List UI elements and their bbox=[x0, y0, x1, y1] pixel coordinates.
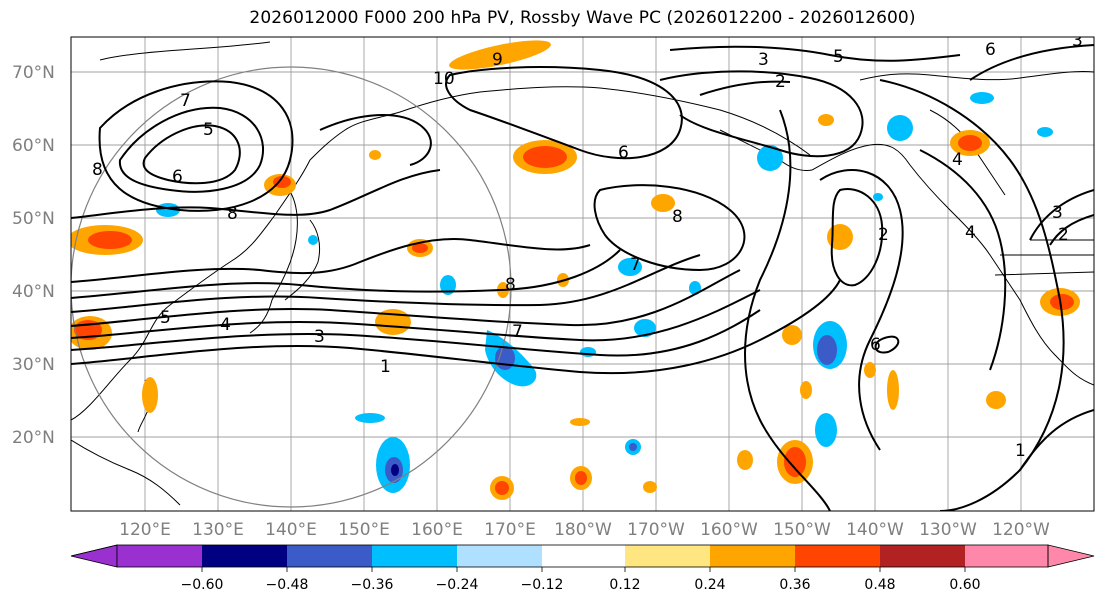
lon-label: 170°E bbox=[484, 520, 536, 540]
contour-labels: 8 7 5 6 8 5 4 3 1 7 8 6 5 3 2 3 4 2 4 6 … bbox=[92, 31, 1083, 461]
longitude-labels: 120°E 130°E 140°E 150°E 160°E 170°E 180°… bbox=[119, 520, 1050, 540]
colorbar-tick: −0.36 bbox=[351, 577, 394, 593]
pv-contours bbox=[71, 44, 1094, 511]
svg-text:9: 9 bbox=[492, 50, 503, 70]
svg-text:3: 3 bbox=[758, 50, 769, 70]
svg-text:1: 1 bbox=[380, 357, 391, 377]
svg-text:6: 6 bbox=[618, 143, 629, 163]
pv-positive-anomalies bbox=[71, 40, 1080, 500]
lon-label: 120°W bbox=[992, 520, 1050, 540]
colorbar-tick: 0.60 bbox=[949, 577, 980, 593]
svg-text:6: 6 bbox=[985, 40, 996, 60]
colorbar-tick: 0.24 bbox=[694, 577, 725, 593]
lat-label: 70°N bbox=[12, 63, 55, 83]
svg-text:8: 8 bbox=[505, 275, 516, 295]
colorbar-tick: −0.48 bbox=[266, 577, 309, 593]
colorbar-extend-low bbox=[70, 544, 118, 568]
colorbar-segment bbox=[965, 545, 1048, 567]
lat-label: 20°N bbox=[12, 428, 55, 448]
colorbar-tick: 0.36 bbox=[779, 577, 810, 593]
reference-circle bbox=[71, 66, 512, 508]
colorbar-segment bbox=[710, 545, 795, 567]
svg-text:7: 7 bbox=[512, 322, 523, 342]
svg-text:4: 4 bbox=[220, 315, 231, 335]
pv-negative-anomalies bbox=[156, 92, 1053, 493]
lat-label: 40°N bbox=[12, 282, 55, 302]
lon-label: 150°E bbox=[338, 520, 390, 540]
lon-label: 150°W bbox=[773, 520, 831, 540]
lon-label: 140°W bbox=[846, 520, 904, 540]
svg-text:7: 7 bbox=[630, 255, 641, 275]
lat-label: 30°N bbox=[12, 355, 55, 375]
svg-text:2: 2 bbox=[878, 225, 889, 245]
colorbar-segment bbox=[117, 545, 202, 567]
colorbar-segment bbox=[880, 545, 965, 567]
svg-text:6: 6 bbox=[870, 335, 881, 355]
svg-text:5: 5 bbox=[833, 47, 844, 67]
svg-text:8: 8 bbox=[672, 207, 683, 227]
colorbar-tick: −0.24 bbox=[436, 577, 479, 593]
colorbar-tick: −0.60 bbox=[181, 577, 224, 593]
svg-text:3: 3 bbox=[1052, 203, 1063, 223]
svg-text:8: 8 bbox=[227, 204, 238, 224]
svg-text:4: 4 bbox=[952, 150, 963, 170]
svg-text:7: 7 bbox=[180, 91, 191, 111]
svg-text:5: 5 bbox=[203, 120, 214, 140]
colorbar-segment bbox=[795, 545, 880, 567]
lon-label: 160°E bbox=[411, 520, 463, 540]
colorbar-tick: 0.12 bbox=[609, 577, 640, 593]
svg-text:10: 10 bbox=[433, 69, 455, 89]
map-title: 2026012000 F000 200 hPa PV, Rossby Wave … bbox=[249, 8, 916, 28]
svg-text:2: 2 bbox=[1058, 225, 1069, 245]
svg-text:8: 8 bbox=[92, 160, 103, 180]
colorbar-segment bbox=[625, 545, 710, 567]
lon-label: 180°W bbox=[554, 520, 612, 540]
latitude-labels: 70°N 60°N 50°N 40°N 30°N 20°N bbox=[12, 63, 55, 448]
lon-label: 130°E bbox=[192, 520, 244, 540]
svg-text:3: 3 bbox=[1072, 31, 1083, 51]
svg-text:4: 4 bbox=[965, 223, 976, 243]
coastlines bbox=[71, 41, 1094, 506]
svg-text:3: 3 bbox=[314, 327, 325, 347]
svg-text:1: 1 bbox=[1015, 441, 1026, 461]
colorbar-extend-high bbox=[1047, 544, 1095, 568]
lon-label: 120°E bbox=[119, 520, 171, 540]
svg-text:5: 5 bbox=[160, 308, 171, 328]
lat-label: 60°N bbox=[12, 136, 55, 156]
lon-label: 170°W bbox=[627, 520, 685, 540]
map-border bbox=[70, 36, 1095, 512]
colorbar-segment bbox=[542, 545, 625, 567]
svg-text:2: 2 bbox=[775, 72, 786, 92]
colorbar-tick: −0.12 bbox=[521, 577, 564, 593]
colorbar-segment bbox=[372, 545, 457, 567]
colorbar-segment bbox=[457, 545, 542, 567]
lon-label: 130°W bbox=[919, 520, 977, 540]
lon-label: 160°W bbox=[700, 520, 758, 540]
colorbar: −0.60 −0.48 −0.36 −0.24 −0.12 0.12 0.24 … bbox=[70, 544, 1095, 593]
lat-label: 50°N bbox=[12, 209, 55, 229]
svg-text:6: 6 bbox=[172, 167, 183, 187]
lon-label: 140°E bbox=[265, 520, 317, 540]
colorbar-segment bbox=[287, 545, 372, 567]
colorbar-tick: 0.48 bbox=[864, 577, 895, 593]
colorbar-segment bbox=[202, 545, 287, 567]
